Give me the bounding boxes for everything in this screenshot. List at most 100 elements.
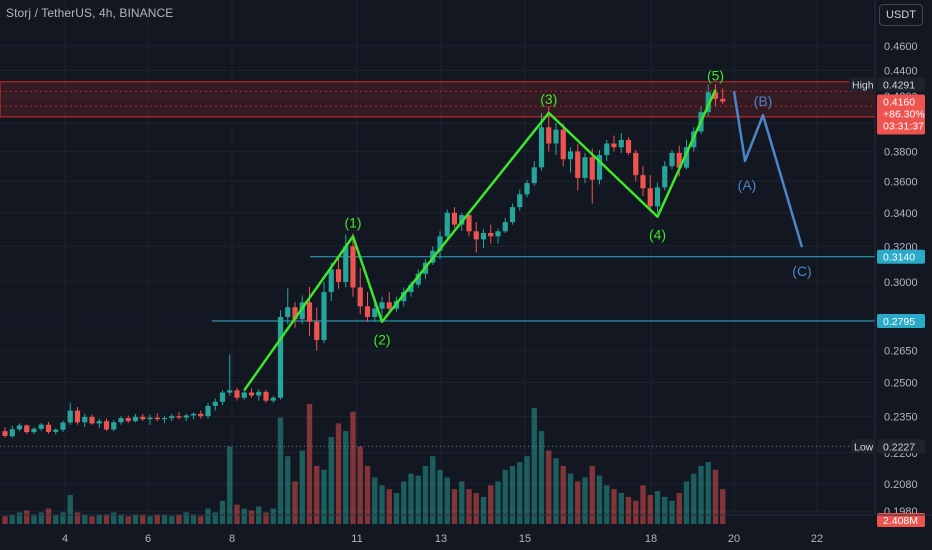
candle-body <box>53 429 59 432</box>
candle-body <box>589 157 595 180</box>
candle-body <box>451 212 458 225</box>
candle-body <box>212 401 218 406</box>
candle-body <box>263 391 269 401</box>
volume-bar <box>524 456 530 524</box>
candle-body <box>24 425 30 433</box>
candle-body <box>67 410 73 423</box>
price-tick-label: 0.2080 <box>884 479 918 491</box>
candle-body <box>386 302 392 309</box>
volume-bar <box>118 514 124 524</box>
price-tick-label: 0.2650 <box>884 345 918 357</box>
candle-body <box>720 98 726 102</box>
candle-body <box>277 317 284 398</box>
volume-bar <box>241 508 247 524</box>
volume-bar <box>270 508 276 524</box>
price-axis[interactable]: 0.46000.44000.42000.40000.38000.36000.34… <box>849 0 925 527</box>
volume-bar <box>24 510 30 524</box>
candle-body <box>408 284 414 293</box>
candle-body <box>147 417 153 420</box>
volume-bar <box>321 469 327 524</box>
volume-bar <box>183 512 189 524</box>
candle-body <box>531 167 537 184</box>
volume-bar <box>111 512 117 524</box>
volume-bar <box>488 485 494 524</box>
candle-body <box>379 302 385 309</box>
volume-bar <box>45 508 52 524</box>
volume-bar <box>422 465 429 524</box>
volume-bar <box>408 473 414 524</box>
candle-body <box>270 397 276 401</box>
volume-bar <box>618 493 624 524</box>
volume-tag-bg <box>877 513 925 527</box>
low-label-bg <box>851 439 876 454</box>
low-price-tag-bg <box>877 439 925 454</box>
volume-bar <box>705 462 711 524</box>
candle-body <box>154 417 160 420</box>
high-label-text: High <box>852 79 874 91</box>
volume-bar <box>190 514 197 524</box>
volume-bar <box>596 475 603 524</box>
volume-bar <box>364 465 371 524</box>
high-label-bg <box>849 77 876 92</box>
volume-bar <box>285 456 291 524</box>
volume-bar <box>459 481 465 524</box>
volume-bar <box>53 514 59 524</box>
candle-body <box>633 152 639 176</box>
volume-bar <box>531 407 537 524</box>
volume-bar <box>676 493 682 524</box>
last-price-tag-text: 03:31:37 <box>883 120 924 132</box>
volume-bar <box>67 494 73 524</box>
volume-bar <box>654 491 661 524</box>
candle-body <box>705 92 711 113</box>
candle-body <box>625 139 632 153</box>
volume-bar <box>662 496 668 524</box>
candle-body <box>683 147 690 168</box>
candle-body <box>647 188 653 207</box>
date-tick-label: 11 <box>351 533 362 545</box>
candle-body <box>712 92 719 99</box>
candle-body <box>335 269 342 282</box>
candle-body <box>125 418 131 422</box>
volume-bar <box>9 514 15 524</box>
candle-body <box>553 129 559 144</box>
volume-bar <box>60 512 66 524</box>
candle-body <box>343 246 349 282</box>
volume-bar <box>227 446 233 524</box>
candle-body <box>401 292 407 302</box>
candle-body <box>444 212 450 237</box>
time-axis[interactable]: 4 6 8 11 13 15 18 20 22 <box>0 514 932 545</box>
candle-body <box>524 183 530 195</box>
volume-bar <box>669 500 675 524</box>
wave-label: (5) <box>707 68 724 84</box>
volume-bar <box>198 516 204 524</box>
volume-bars <box>2 404 726 524</box>
volume-bar <box>154 514 160 524</box>
last-price-tag-text: 0.4160 <box>883 96 915 108</box>
volume-bar <box>495 481 501 524</box>
volume-bar <box>582 477 588 524</box>
candle-body <box>31 428 37 433</box>
volume-bar <box>611 489 617 524</box>
correction-label: (C) <box>792 263 811 279</box>
volume-bar <box>712 469 719 524</box>
volume-bar <box>567 473 574 524</box>
resistance-zone <box>0 81 876 118</box>
candle-body <box>241 392 247 398</box>
price-tick-label: 0.3000 <box>884 277 918 289</box>
currency-button[interactable]: USDT <box>879 4 923 26</box>
candle-body <box>60 422 66 430</box>
candle-body <box>480 232 487 240</box>
date-tick-label: 13 <box>435 533 447 545</box>
wave-label: (2) <box>373 332 390 348</box>
candle-body <box>82 416 88 423</box>
candle-body <box>669 152 675 167</box>
candle-body <box>103 421 110 430</box>
candle-body <box>176 416 182 418</box>
date-tick-label: 20 <box>728 533 740 545</box>
horizontal-levels <box>0 256 875 447</box>
volume-bar <box>480 496 487 524</box>
volume-bar <box>509 465 516 524</box>
low-price-tag-text: 0.2227 <box>883 441 915 453</box>
candle-body <box>618 139 624 148</box>
